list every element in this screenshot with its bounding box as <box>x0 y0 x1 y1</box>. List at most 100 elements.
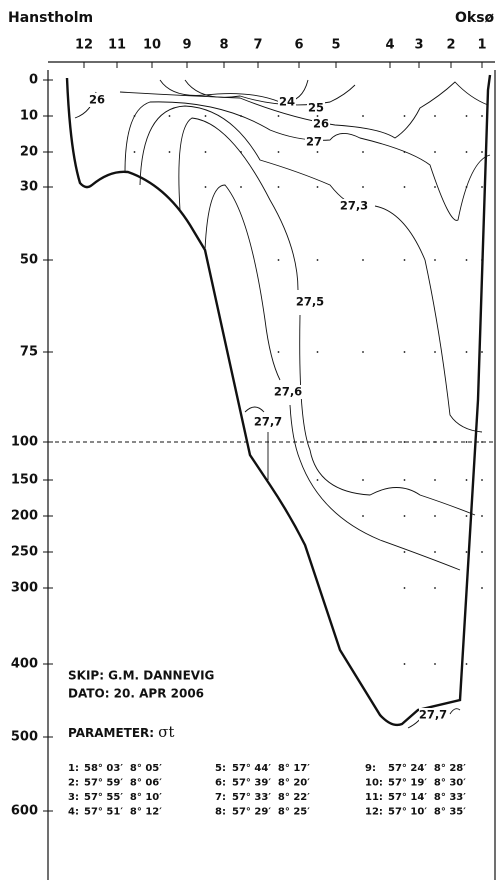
station-id: 8: <box>215 807 226 818</box>
depth-label: 30 <box>20 180 38 195</box>
dot <box>362 441 364 443</box>
contour-label: 26 <box>313 117 329 131</box>
dot <box>434 663 436 665</box>
station-label: 7 <box>253 38 262 53</box>
station-label: 3 <box>414 38 423 53</box>
station-label: 8 <box>219 38 228 53</box>
dot <box>465 663 468 665</box>
station-position: 57° 39′ 8° 20′ <box>232 778 310 789</box>
dot <box>434 259 436 261</box>
dot <box>204 186 207 188</box>
dot <box>434 515 436 517</box>
station-label: 12 <box>75 38 93 53</box>
dot <box>481 515 483 517</box>
label-bg <box>340 199 368 213</box>
station-position: 57° 10′ 8° 35′ <box>388 807 466 818</box>
dot <box>362 351 364 353</box>
dot <box>133 115 136 117</box>
dot <box>362 515 364 517</box>
dot <box>362 115 364 117</box>
contours <box>74 79 491 729</box>
contour-label: 27,5 <box>296 295 324 309</box>
dot <box>133 151 136 153</box>
station-position: 57° 55′ 8° 10′ <box>84 792 162 803</box>
dot <box>403 663 406 665</box>
dot <box>362 186 364 188</box>
station-id: 4: <box>68 807 79 818</box>
dot <box>316 441 319 443</box>
dot <box>362 259 364 261</box>
station-label: 1 <box>477 38 486 53</box>
sample-dots <box>133 115 483 665</box>
date: DATO: 20. APR 2006 <box>68 687 204 701</box>
contour-label: 27,6 <box>274 385 302 399</box>
dot <box>240 186 242 188</box>
label-bg <box>88 93 106 107</box>
station-position: 57° 19′ 8° 30′ <box>388 778 466 789</box>
station-id: 9: <box>365 763 376 774</box>
dot <box>277 259 280 261</box>
station-id: 12: <box>365 807 383 818</box>
depth-label: 10 <box>20 109 38 124</box>
ship: SKIP: G.M. DANNEVIG <box>68 669 214 683</box>
contour-label: 25 <box>308 101 324 115</box>
dot <box>434 151 436 153</box>
station-label: 4 <box>385 38 394 53</box>
dot <box>316 186 319 188</box>
dot <box>403 479 406 481</box>
contour-label: 27,7 <box>254 415 282 429</box>
contour-label: 27,3 <box>340 199 368 213</box>
dot <box>481 441 483 443</box>
station-label: 2 <box>446 38 455 53</box>
dot <box>316 351 319 353</box>
station-label: 11 <box>108 38 126 53</box>
station-position: 57° 51′ 8° 12′ <box>84 807 162 818</box>
dot <box>240 151 242 153</box>
parameter-symbol: σt <box>158 723 174 741</box>
dot <box>465 441 468 443</box>
label-bg <box>419 708 447 722</box>
contour-label: 24 <box>279 95 295 109</box>
label-bg <box>274 385 302 399</box>
left-title: Hanstholm <box>8 10 93 26</box>
depth-label: 500 <box>11 730 38 745</box>
dot <box>481 587 483 589</box>
dot <box>434 351 436 353</box>
station-label: 9 <box>182 38 191 53</box>
parameter-label: PARAMETER: <box>68 726 154 740</box>
dot <box>403 186 406 188</box>
dot <box>316 151 319 153</box>
contour-label: 26 <box>89 93 105 107</box>
station-id: 11: <box>365 792 383 803</box>
dot <box>277 186 280 188</box>
dot <box>465 186 468 188</box>
station-id: 6: <box>215 778 226 789</box>
contour-labels: 26 24 25 26 27 27,3 27,5 27,6 27,7 27,7 <box>88 93 447 722</box>
dot <box>240 115 242 117</box>
dot <box>434 441 436 443</box>
station-id: 7: <box>215 792 226 803</box>
dot <box>277 351 280 353</box>
dot <box>403 587 406 589</box>
dot <box>316 259 319 261</box>
coordinates: 1: 58° 03′ 8° 05′ 5: 57° 44′ 8° 17′ 9: 57° 24… <box>68 763 466 818</box>
station-id: 3: <box>68 792 79 803</box>
depth-labels: 0 10 20 30 50 75 100 150 200 250 300 400 500 600 <box>11 73 53 819</box>
dot <box>481 351 483 353</box>
dot <box>481 186 483 188</box>
dot <box>434 115 436 117</box>
label-bg <box>312 117 330 131</box>
dot <box>403 151 406 153</box>
station-id: 1: <box>68 763 79 774</box>
station-id: 2: <box>68 778 79 789</box>
dot <box>168 151 171 153</box>
right-title: Oksø <box>455 10 495 26</box>
station-id: 5: <box>215 763 226 774</box>
parameter: PARAMETER: σt <box>68 723 174 741</box>
depth-label: 100 <box>11 435 38 450</box>
dot <box>434 551 436 553</box>
dot <box>277 151 280 153</box>
dot <box>465 259 468 261</box>
label-bg <box>296 295 324 309</box>
station-label: 6 <box>294 38 303 53</box>
